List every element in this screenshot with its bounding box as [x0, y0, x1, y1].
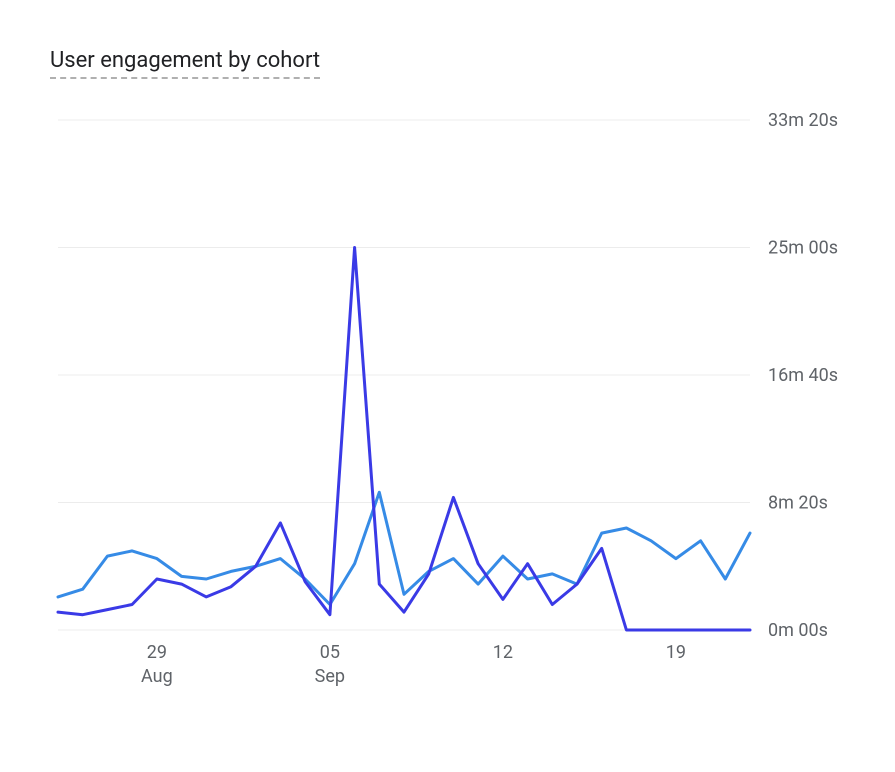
series-cohort-a [58, 492, 750, 604]
y-axis-label: 8m 20s [768, 493, 828, 514]
y-axis-label: 25m 00s [768, 238, 838, 259]
engagement-line-chart: 33m 20s 25m 00s 16m 40s 8m 20s 0m 00s 29 Aug 05… [50, 110, 850, 710]
series-cohort-b [58, 248, 750, 631]
x-axis-sublabel: Sep [315, 666, 345, 687]
x-axis-sublabel: Aug [141, 666, 173, 687]
y-axis-label: 33m 20s [768, 110, 838, 131]
chart-area: 33m 20s 25m 00s 16m 40s 8m 20s 0m 00s 29 Aug 05… [50, 110, 850, 710]
x-axis-label: 12 [493, 642, 513, 663]
x-axis-label: 05 [320, 642, 340, 663]
y-axis-label: 16m 40s [768, 365, 838, 386]
x-axis-label: 19 [666, 642, 686, 663]
chart-title: User engagement by cohort [50, 48, 320, 79]
x-axis-label: 29 [147, 642, 167, 663]
chart-card: User engagement by cohort 33m 20s 25m 00s… [0, 0, 895, 772]
y-axis-label: 0m 00s [768, 620, 828, 641]
